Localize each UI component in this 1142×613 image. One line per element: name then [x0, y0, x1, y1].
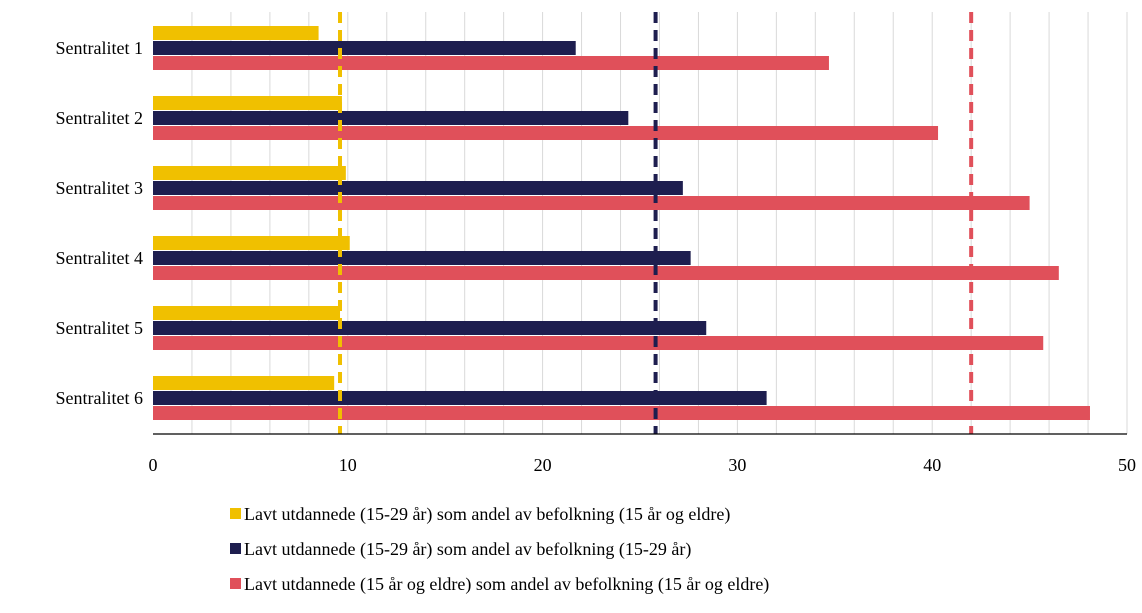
x-axis-ticks: 0 10 20 30 40 50 [149, 455, 1137, 475]
legend-label: Lavt utdannede (15 år og eldre) som ande… [244, 574, 769, 595]
gridlines [191, 12, 1128, 434]
x-tick-label: 30 [728, 455, 746, 475]
legend-swatch [230, 578, 241, 589]
x-tick-label: 40 [923, 455, 941, 475]
legend-label: Lavt utdannede (15-29 år) som andel av b… [244, 504, 730, 525]
category-label: Sentralitet 6 [56, 388, 143, 408]
bar [153, 251, 691, 265]
bar [153, 266, 1059, 280]
category-labels: Sentralitet 1 Sentralitet 2 Sentralitet 3 S… [56, 38, 143, 408]
bar [153, 391, 767, 405]
x-tick-label: 50 [1118, 455, 1136, 475]
legend-swatch [230, 508, 241, 519]
bar [153, 306, 341, 320]
legend-label: Lavt utdannede (15-29 år) som andel av b… [244, 539, 691, 560]
bar [153, 321, 707, 335]
bar [153, 96, 342, 110]
bar [153, 181, 683, 195]
bar [153, 41, 576, 55]
bar [153, 166, 346, 180]
category-label: Sentralitet 3 [56, 178, 143, 198]
category-label: Sentralitet 1 [56, 38, 143, 58]
bar [153, 406, 1090, 420]
bar [153, 111, 629, 125]
bar [153, 336, 1044, 350]
legend: Lavt utdannede (15-29 år) som andel av b… [230, 504, 769, 595]
bar [153, 26, 319, 40]
bars [153, 26, 1090, 420]
category-label: Sentralitet 4 [56, 248, 143, 268]
category-label: Sentralitet 5 [56, 318, 143, 338]
x-tick-label: 10 [339, 455, 357, 475]
legend-swatch [230, 543, 241, 554]
bar [153, 196, 1030, 210]
x-tick-label: 20 [534, 455, 552, 475]
category-label: Sentralitet 2 [56, 108, 143, 128]
bar [153, 56, 829, 70]
x-tick-label: 0 [149, 455, 158, 475]
bar [153, 236, 350, 250]
bar [153, 376, 335, 390]
reference-lines [338, 12, 974, 434]
bar [153, 126, 939, 140]
